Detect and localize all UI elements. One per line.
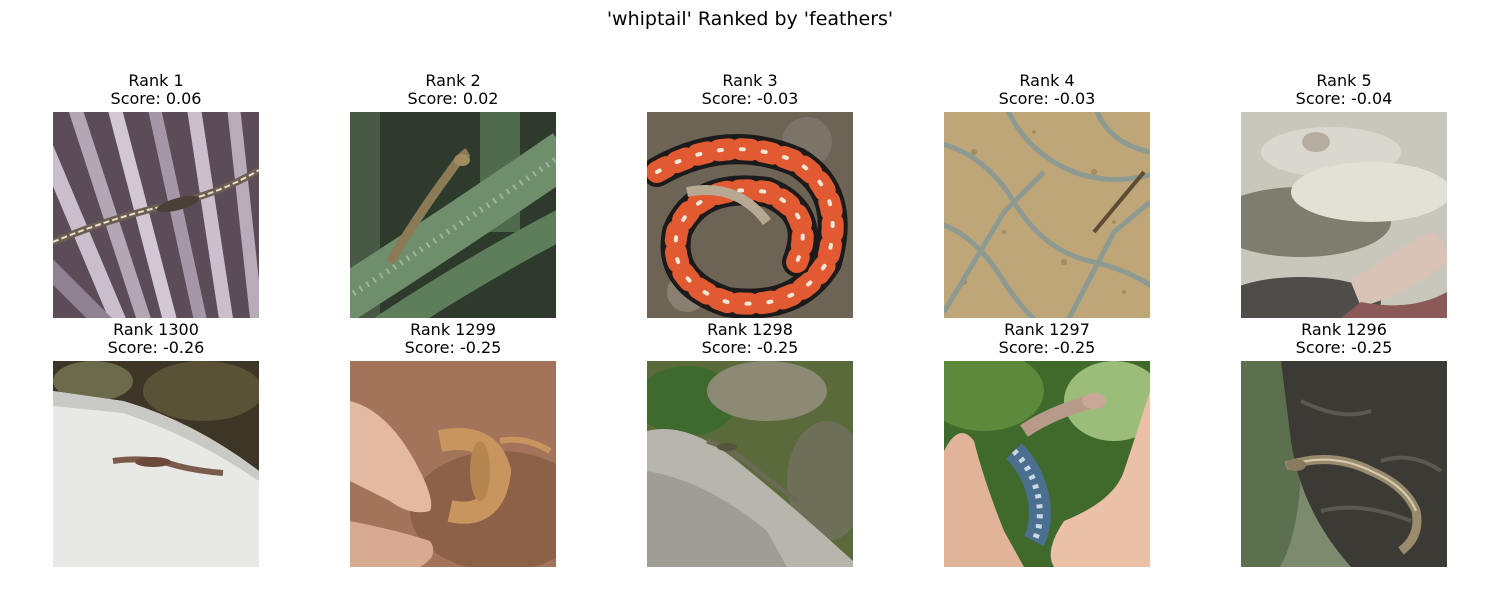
panel-score-label: Score: -0.25 bbox=[998, 338, 1096, 357]
panel-rank-label: Rank 1 bbox=[128, 71, 184, 90]
panel-score-label: Score: 0.06 bbox=[110, 89, 202, 108]
panel-rank-label: Rank 1300 bbox=[113, 320, 199, 339]
lizard-held-in-hand-image bbox=[350, 361, 556, 567]
panel-score-label: Score: -0.03 bbox=[998, 89, 1096, 108]
panel-rank-label: Rank 4 bbox=[1019, 71, 1075, 90]
chain-link-fence-on-sand-image bbox=[944, 112, 1150, 318]
figure-title: 'whiptail' Ranked by 'feathers' bbox=[606, 8, 894, 30]
panel-rank-label: Rank 1297 bbox=[1004, 320, 1090, 339]
panel-score-label: Score: -0.04 bbox=[1295, 89, 1393, 108]
panel-score-label: Score: 0.02 bbox=[407, 89, 499, 108]
lizard-on-palm-fronds-image bbox=[53, 112, 259, 318]
panel-rank-label: Rank 2 bbox=[425, 71, 481, 90]
panel-score-label: Score: -0.03 bbox=[701, 89, 799, 108]
lizard-on-bark-image bbox=[1241, 361, 1447, 567]
panel-rank-label: Rank 1296 bbox=[1301, 320, 1387, 339]
panel-rank-label: Rank 5 bbox=[1316, 71, 1372, 90]
panel-score-label: Score: -0.25 bbox=[701, 338, 799, 357]
lizard-on-rock-image bbox=[647, 361, 853, 567]
lizard-on-cactus-image bbox=[350, 112, 556, 318]
panel-rank-label: Rank 3 bbox=[722, 71, 778, 90]
panel-rank-label: Rank 1299 bbox=[410, 320, 496, 339]
panel-score-label: Score: -0.25 bbox=[404, 338, 502, 357]
lizard-on-white-wall-image bbox=[53, 361, 259, 567]
panel-rank-label: Rank 1298 bbox=[707, 320, 793, 339]
coiled-red-black-snake-image bbox=[647, 112, 853, 318]
painted-reclining-figure-image bbox=[1241, 112, 1447, 318]
lizard-held-in-fingers-image bbox=[944, 361, 1150, 567]
panel-score-label: Score: -0.26 bbox=[107, 338, 205, 357]
panel-score-label: Score: -0.25 bbox=[1295, 338, 1393, 357]
